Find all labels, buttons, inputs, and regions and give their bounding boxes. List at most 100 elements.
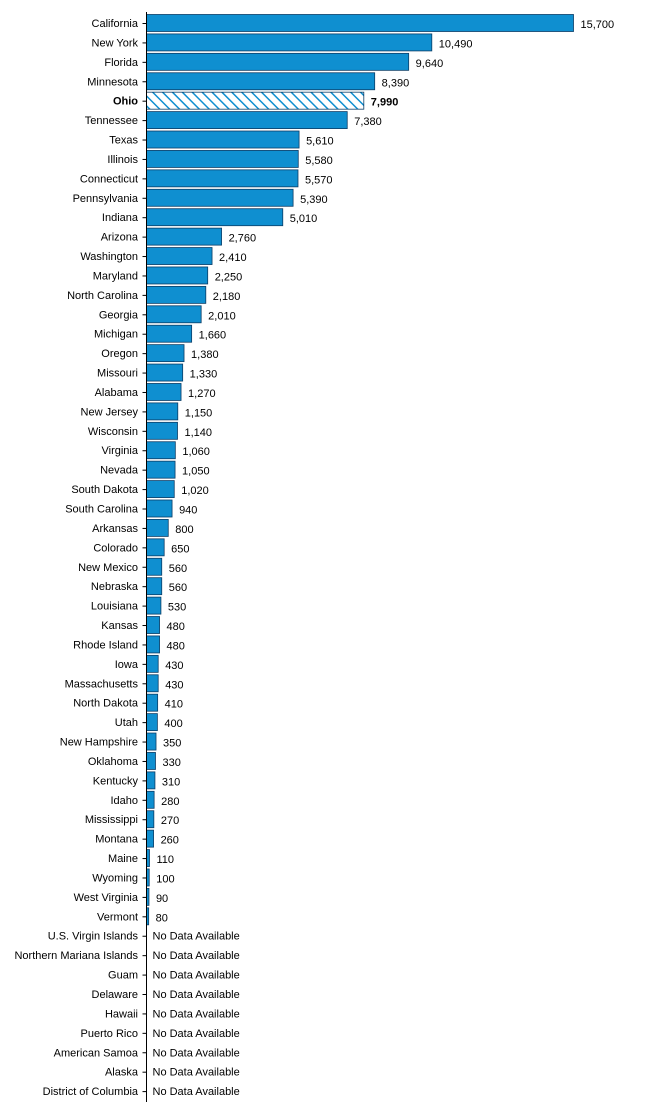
no-data-label: No Data Available (153, 970, 240, 982)
data-label: 270 (161, 815, 179, 827)
data-label: 940 (179, 505, 197, 517)
category-label: Maryland (93, 270, 138, 282)
category-label: North Carolina (67, 290, 139, 302)
bar (146, 130, 300, 149)
data-label: 1,330 (190, 369, 218, 381)
category-label: Wisconsin (88, 426, 138, 438)
data-label: 1,380 (191, 349, 219, 361)
category-label: Oklahoma (88, 756, 139, 768)
data-label: 560 (169, 582, 187, 594)
category-label: U.S. Virgin Islands (48, 931, 139, 943)
category-label: Northern Mariana Islands (14, 950, 138, 962)
category-label: Idaho (110, 795, 138, 807)
bar (146, 324, 193, 343)
category-label: Colorado (93, 542, 138, 554)
category-label: Texas (109, 135, 138, 147)
bar (146, 247, 213, 265)
bar (146, 790, 155, 809)
bar (146, 363, 184, 382)
category-label: Connecticut (80, 173, 138, 185)
data-label: 2,180 (213, 291, 241, 303)
data-label: 330 (162, 757, 180, 769)
bar (146, 674, 159, 693)
bar (146, 810, 155, 829)
bar (146, 402, 179, 421)
data-label: 560 (169, 563, 187, 575)
data-label: 1,020 (181, 485, 209, 497)
bar (146, 188, 294, 207)
data-label: 2,760 (229, 233, 257, 245)
category-label: Arkansas (92, 523, 138, 535)
data-label: 1,150 (185, 407, 213, 419)
data-label: 1,140 (185, 427, 213, 439)
data-label: 650 (171, 543, 189, 555)
category-label: Illinois (107, 154, 138, 166)
category-label: New Jersey (81, 406, 139, 418)
data-label: 800 (175, 524, 193, 536)
category-label: Mississippi (85, 814, 138, 826)
data-label: 2,410 (219, 252, 247, 264)
bar (146, 480, 175, 498)
bar (146, 344, 185, 363)
category-label: Guam (108, 970, 138, 982)
category-label: Alaska (105, 1067, 139, 1079)
no-data-label: No Data Available (153, 950, 240, 962)
bar (146, 654, 159, 673)
data-label: 5,390 (300, 194, 328, 206)
data-label: 530 (168, 602, 186, 614)
data-label: 100 (156, 873, 174, 885)
data-label: 410 (165, 699, 183, 711)
no-data-label: No Data Available (153, 1008, 240, 1020)
category-label: Pennsylvania (73, 193, 139, 205)
category-label: Utah (115, 717, 138, 729)
category-label: Minnesota (87, 76, 139, 88)
data-label: 5,580 (305, 155, 333, 167)
bar (146, 383, 182, 401)
bar (146, 52, 410, 71)
bar (146, 538, 165, 557)
bar (146, 285, 207, 304)
category-label: Maine (108, 853, 138, 865)
category-label: Indiana (102, 212, 139, 224)
data-label: 10,490 (439, 38, 473, 50)
data-label: 480 (167, 621, 185, 633)
category-label: Wyoming (92, 872, 138, 884)
bar (146, 208, 284, 227)
bar (146, 713, 158, 732)
category-label: California (92, 18, 139, 30)
data-label: 5,610 (306, 136, 334, 148)
data-label: 1,270 (188, 388, 216, 400)
category-label: Virginia (102, 445, 139, 457)
data-label: 110 (156, 854, 174, 866)
category-label: West Virginia (74, 892, 139, 904)
category-label: District of Columbia (43, 1086, 139, 1098)
data-label: 310 (162, 776, 180, 788)
bar (146, 499, 173, 518)
category-label: Rhode Island (73, 639, 138, 651)
category-label: New Hampshire (60, 737, 138, 749)
bar (146, 33, 433, 52)
bar (146, 635, 160, 654)
data-label: 1,660 (199, 330, 227, 342)
category-label: Arizona (101, 232, 139, 244)
data-label: 430 (165, 660, 183, 672)
bar (146, 150, 299, 168)
bar (146, 305, 202, 324)
data-label: 5,570 (305, 174, 333, 186)
category-label: North Dakota (73, 698, 139, 710)
category-label: Georgia (99, 309, 139, 321)
no-data-label: No Data Available (153, 1047, 240, 1059)
category-label: New York (92, 37, 139, 49)
category-label: American Samoa (54, 1047, 139, 1059)
no-data-label: No Data Available (153, 931, 240, 943)
bar (146, 596, 162, 615)
bar (146, 829, 154, 848)
category-label: Delaware (92, 989, 138, 1001)
bar (146, 169, 299, 188)
data-label: 2,010 (208, 310, 236, 322)
no-data-label: No Data Available (153, 989, 240, 1001)
category-label: Oregon (101, 348, 138, 360)
data-label: 1,050 (182, 466, 210, 478)
bar (146, 519, 169, 537)
bar (146, 557, 163, 576)
